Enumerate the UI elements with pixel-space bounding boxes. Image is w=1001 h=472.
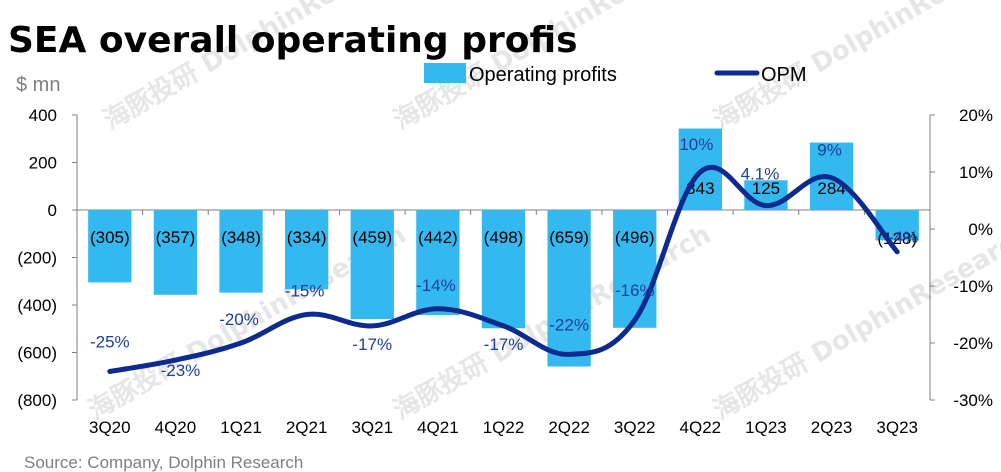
bar-3Q21 (350, 210, 394, 320)
opm-label-3Q23: -4% (888, 228, 918, 247)
opm-label-3Q21: -17% (352, 335, 392, 354)
x-tick-1Q21: 1Q21 (220, 418, 262, 437)
bar-label-3Q20: (305) (90, 228, 130, 247)
y-tick-label: (800) (17, 391, 57, 410)
y-axis-unit: $ mn (16, 74, 60, 96)
opm-label-3Q22: -16% (615, 281, 655, 300)
bar-label-3Q23: (128) (877, 229, 917, 248)
bar-label-3Q21: (459) (352, 228, 392, 247)
bar-4Q20 (153, 210, 198, 295)
x-tick-3Q20: 3Q20 (89, 418, 131, 437)
bar-3Q22 (613, 210, 657, 328)
x-tick-2Q22: 2Q22 (548, 418, 590, 437)
y2-tick-label: 20% (959, 106, 993, 125)
bar-labels: (305) (357) (348) (334) (459) (442) (498) (659)… (90, 179, 917, 248)
x-tick-2Q23: 2Q23 (811, 418, 853, 437)
y2-tick-label: -30% (953, 391, 993, 410)
y2-tick-label: -10% (953, 277, 993, 296)
opm-label-1Q22: -17% (484, 335, 524, 354)
bar-label-4Q20: (357) (156, 228, 196, 247)
y2-tick-label: 10% (959, 163, 993, 182)
y-tick-label: (600) (17, 344, 57, 363)
y2-tick-label: 0% (968, 220, 993, 239)
bar-label-1Q22: (498) (484, 228, 524, 247)
y2-tick-label: -20% (953, 334, 993, 353)
x-tick-3Q21: 3Q21 (351, 418, 393, 437)
x-tick-4Q22: 4Q22 (680, 418, 722, 437)
bar-4Q21 (416, 210, 460, 315)
x-tick-4Q20: 4Q20 (155, 418, 197, 437)
y-tick-label: 0 (48, 201, 57, 220)
opm-label-3Q20: -25% (90, 333, 130, 352)
x-tick-1Q22: 1Q22 (483, 418, 525, 437)
x-axis-ticks: 3Q20 4Q20 1Q21 2Q21 3Q21 4Q21 1Q22 2Q22 3Q22 4Q22… (89, 418, 918, 437)
bar-label-1Q23: 125 (752, 179, 780, 198)
y-tick-label: 200 (29, 154, 57, 173)
opm-label-2Q21: -15% (285, 282, 325, 301)
chart-title: SEA overall operating profis (8, 20, 578, 61)
bar-3Q20 (88, 210, 132, 283)
x-tick-3Q23: 3Q23 (876, 418, 918, 437)
bar-label-2Q22: (659) (549, 228, 589, 247)
x-tick-3Q22: 3Q22 (614, 418, 656, 437)
opm-label-1Q23: 4.1% (741, 165, 780, 184)
opm-line (107, 164, 900, 374)
y-tick-label: 400 (29, 106, 57, 125)
y-tick-label: (200) (17, 249, 57, 268)
legend: Operating profits OPM (424, 63, 807, 86)
legend-opm: OPM (761, 64, 807, 86)
bar-label-4Q21: (442) (418, 228, 458, 247)
bar-label-3Q22: (496) (615, 228, 655, 247)
bar-2Q21 (285, 210, 329, 290)
y-axis-ticks: 400 200 0 (200) (400) (600) (800) (17, 106, 57, 410)
opm-label-2Q23: 9% (817, 141, 842, 160)
legend-operating-profits: Operating profits (469, 64, 617, 86)
watermark-text: 海豚投研 DolphinResearch (709, 0, 1001, 136)
bar-1Q22 (481, 210, 526, 329)
y-tick-label: (400) (17, 296, 57, 315)
bar-label-1Q21: (348) (221, 228, 261, 247)
source-note: Source: Company, Dolphin Research (24, 453, 303, 472)
opm-label-4Q21: -14% (416, 276, 456, 295)
opm-label-4Q22: 10% (679, 135, 713, 154)
y2-axis-ticks: 20% 10% 0% -10% -20% -30% (953, 106, 993, 410)
bar-label-2Q21: (334) (287, 228, 327, 247)
opm-label-4Q20: -23% (161, 361, 201, 380)
legend-bar-swatch (424, 63, 466, 83)
bar-1Q21 (219, 210, 263, 293)
bar-2Q22 (547, 210, 591, 367)
x-tick-4Q21: 4Q21 (417, 418, 459, 437)
opm-label-2Q22: -22% (549, 315, 589, 334)
opm-label-1Q21: -20% (219, 310, 259, 329)
opm-labels: -25% -23% -20% -15% -17% -14% -17% -22% -16% 10% 4… (90, 135, 918, 380)
x-tick-2Q21: 2Q21 (286, 418, 328, 437)
x-tick-1Q23: 1Q23 (745, 418, 787, 437)
